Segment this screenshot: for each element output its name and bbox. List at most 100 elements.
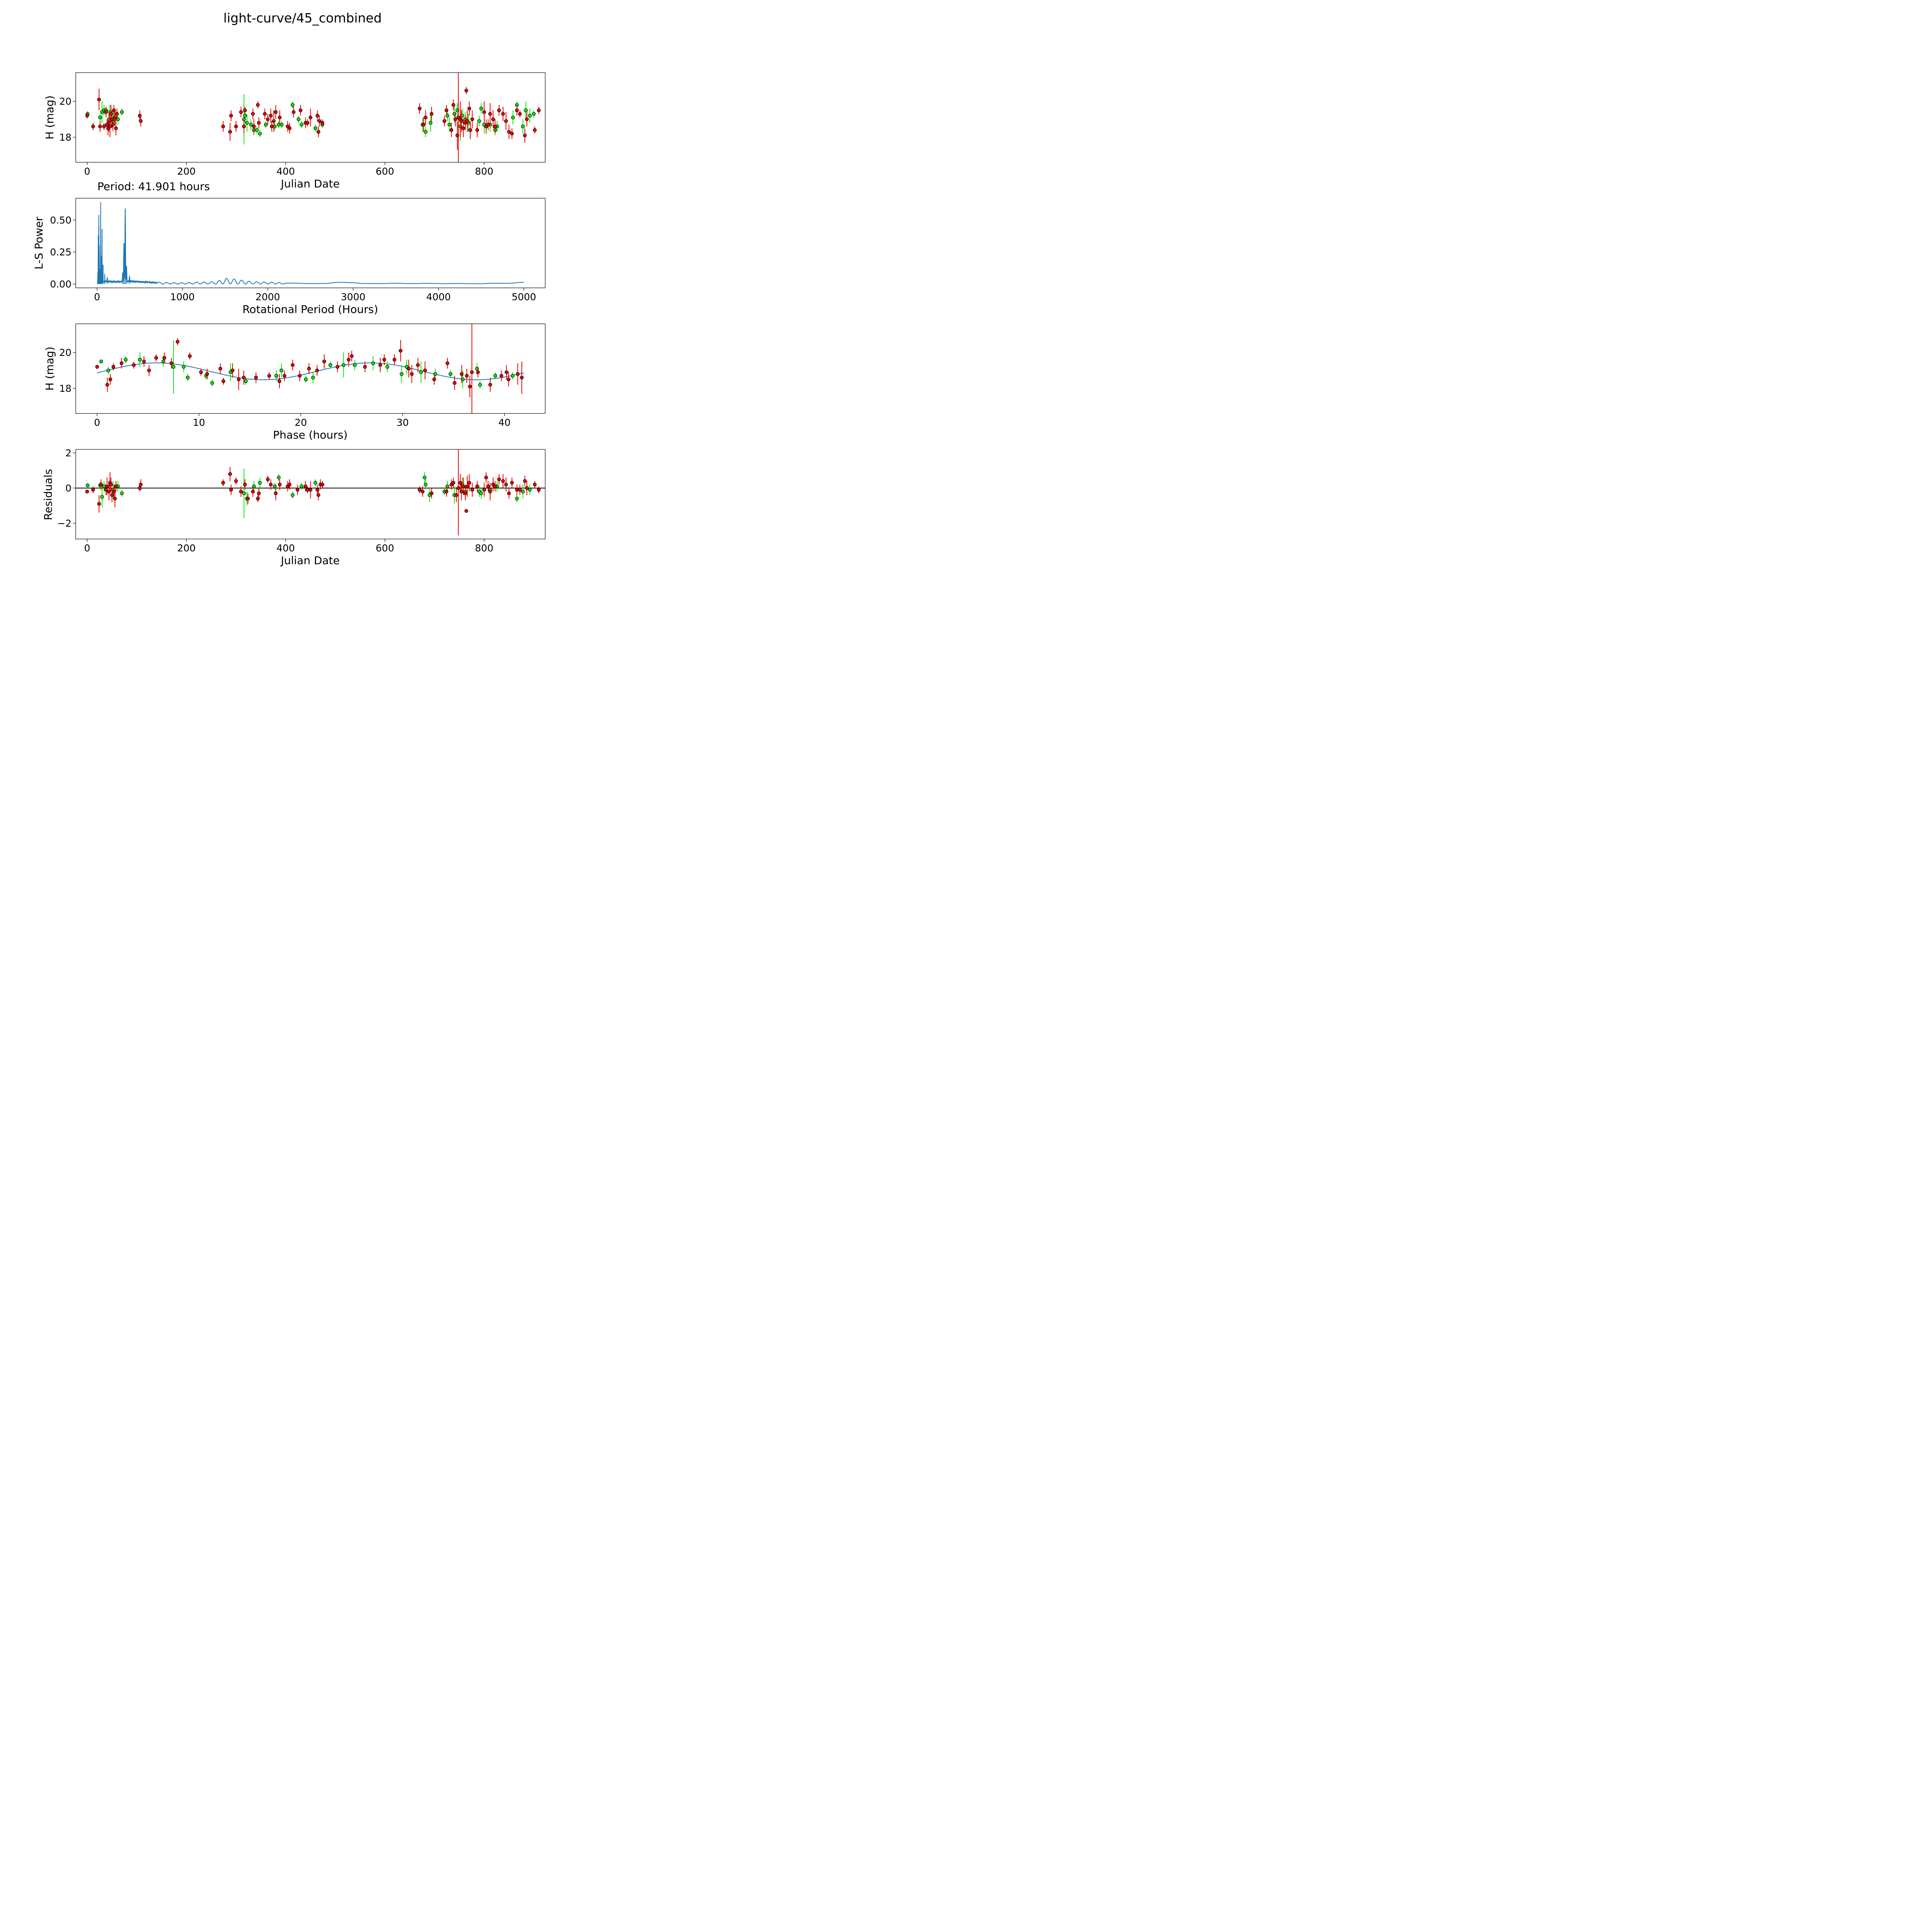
- phased-panel: 0 10 20 30 40 18 20 H (mag) Phase (hours): [43, 323, 546, 441]
- phased-point: [328, 363, 332, 367]
- lightcurve-point: [252, 124, 256, 128]
- residuals-plot-area: 0 200 400 600 800 −2 0 2: [57, 447, 546, 554]
- lightcurve-point: [85, 114, 89, 118]
- residuals-ytick-label: 2: [65, 447, 71, 459]
- lightcurve-point: [470, 117, 474, 121]
- lightcurve-point: [274, 110, 278, 114]
- lightcurve-point: [104, 110, 108, 114]
- phased-point: [465, 374, 469, 378]
- phased-point: [147, 368, 151, 372]
- lightcurve-point: [263, 112, 267, 116]
- periodogram-ytick-label: 0.25: [50, 247, 71, 258]
- lightcurve-point: [449, 128, 454, 132]
- lightcurve-series-green: [86, 94, 536, 145]
- lightcurve-point: [229, 114, 233, 118]
- residuals-point: [518, 488, 522, 492]
- phased-point: [277, 379, 281, 383]
- period-annotation: Period: 41.901 hours: [97, 180, 210, 193]
- phased-point: [460, 372, 464, 376]
- phased-xtick-label: 40: [498, 417, 511, 428]
- residuals-point: [456, 486, 461, 490]
- periodogram-ytick-label: 0.00: [50, 279, 71, 290]
- phased-point: [236, 378, 241, 381]
- periodogram-ylabel: L-S Power: [32, 216, 45, 269]
- lightcurve-point: [423, 116, 428, 119]
- lightcurve-point: [91, 124, 95, 128]
- lightcurve-point: [98, 124, 102, 128]
- phased-point: [244, 379, 248, 383]
- residuals-point: [138, 486, 142, 490]
- lightcurve-point: [115, 112, 119, 116]
- periodogram-line: [97, 209, 524, 285]
- residuals-point: [467, 481, 471, 485]
- phased-point: [452, 381, 457, 385]
- residuals-point: [120, 491, 124, 495]
- phased-point: [95, 365, 99, 369]
- residuals-point: [239, 490, 243, 493]
- residuals-point: [296, 488, 299, 492]
- residuals-point: [269, 483, 273, 486]
- lightcurve-point: [308, 116, 313, 119]
- residuals-point: [533, 483, 537, 486]
- phased-point: [186, 376, 190, 379]
- phased-point: [416, 363, 420, 367]
- phased-point: [432, 378, 436, 381]
- lightcurve-point: [256, 103, 260, 107]
- lightcurve-point: [234, 124, 238, 128]
- lightcurve-point: [296, 117, 301, 121]
- lightcurve-point: [258, 131, 262, 136]
- lightcurve-point: [270, 124, 274, 128]
- residuals-point: [234, 479, 238, 483]
- residuals-point: [459, 490, 463, 493]
- residuals-point: [528, 488, 532, 492]
- lightcurve-frame: [75, 72, 546, 163]
- phased-point: [221, 379, 225, 383]
- phased-point: [398, 349, 403, 353]
- residuals-point: [251, 490, 255, 493]
- lightcurve-point: [98, 116, 102, 119]
- phased-point: [218, 367, 223, 371]
- residuals-marks: [76, 449, 545, 536]
- lightcurve-xtick-label: 0: [84, 166, 90, 177]
- residuals-point: [229, 488, 233, 492]
- lightcurve-point: [278, 116, 282, 119]
- lightcurve-point: [429, 121, 433, 125]
- lightcurve-point: [465, 119, 469, 123]
- lightcurve-point: [418, 106, 422, 111]
- phased-xtick-label: 10: [193, 417, 205, 428]
- lightcurve-point: [537, 108, 541, 112]
- residuals-point: [266, 477, 270, 481]
- lightcurve-point: [464, 88, 468, 93]
- lightcurve-point: [515, 108, 519, 112]
- lightcurve-point: [249, 122, 253, 127]
- residuals-point: [501, 479, 505, 483]
- lightcurve-ylabel: H (mag): [43, 95, 56, 139]
- lightcurve-point: [269, 114, 273, 118]
- phased-point: [488, 383, 492, 387]
- phased-point: [393, 357, 396, 362]
- residuals-point: [430, 491, 434, 495]
- residuals-point: [242, 491, 246, 495]
- lightcurve-point: [316, 130, 320, 134]
- phased-point: [499, 374, 503, 378]
- lightcurve-point: [444, 108, 449, 112]
- lightcurve-point: [139, 119, 143, 123]
- lightcurve-point: [291, 103, 295, 107]
- residuals-point: [308, 488, 313, 492]
- residuals-xtick-label: 800: [475, 543, 493, 554]
- lightcurve-point: [317, 119, 321, 123]
- phased-marks: [95, 324, 524, 413]
- lightcurve-point: [287, 126, 292, 130]
- phased-point: [254, 376, 258, 379]
- residuals-panel: 0 200 400 600 800 −2 0 2 Residuals Julian Date: [42, 447, 546, 567]
- phased-point: [138, 357, 142, 362]
- lightcurve-point: [475, 128, 479, 132]
- residuals-point: [461, 484, 465, 488]
- lightcurve-point: [461, 126, 465, 130]
- lightcurve-point: [305, 121, 310, 125]
- lightcurve-point: [504, 119, 508, 123]
- phased-point: [350, 354, 354, 358]
- phased-point: [124, 357, 128, 362]
- phased-point: [169, 361, 173, 365]
- lightcurve-point: [491, 117, 495, 121]
